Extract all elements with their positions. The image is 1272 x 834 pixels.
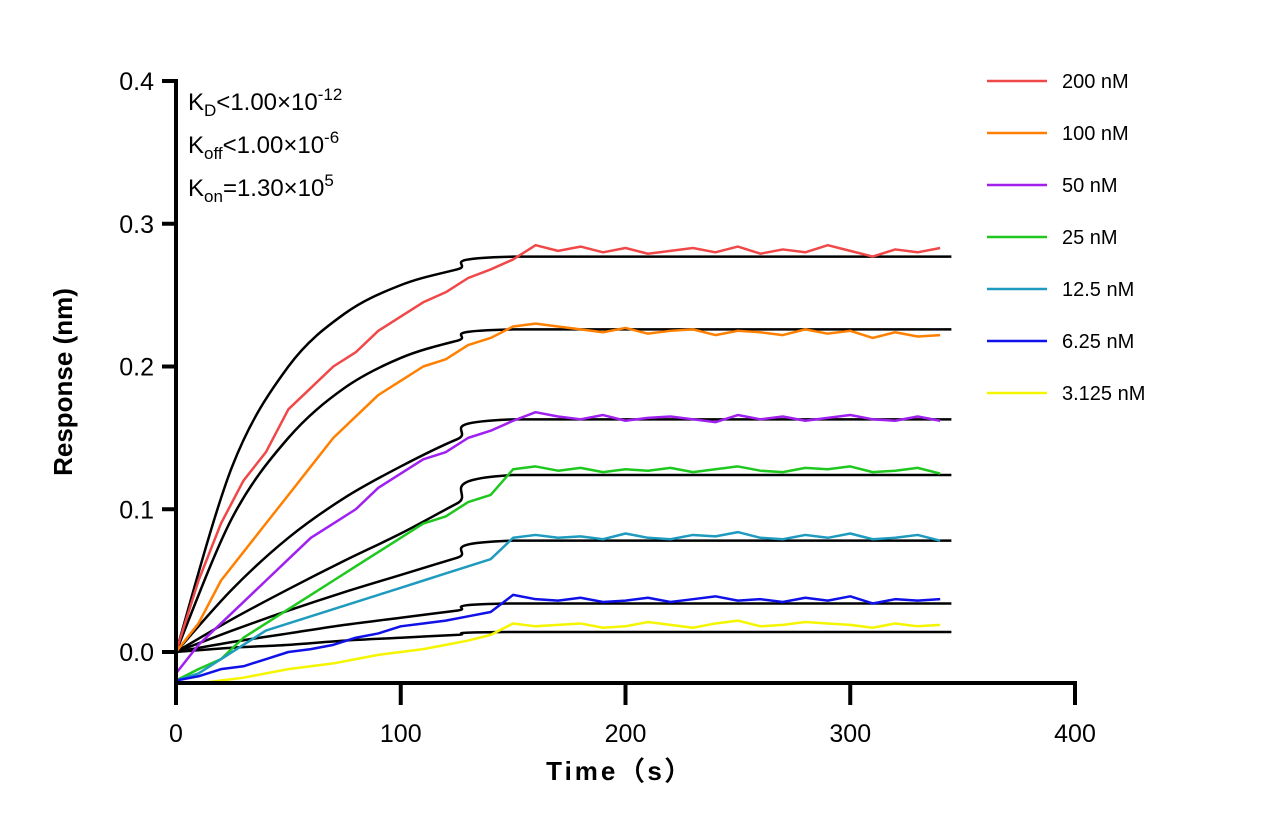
series-line-6_25-nM (175, 593, 941, 682)
legend-label: 100 nM (1062, 123, 1129, 145)
axes: 0.0 0.1 0.2 0.3 0.4 0 100 200 300 400 (119, 68, 1096, 748)
legend: 200 nM 100 nM 50 nM 25 nM 12.5 nM 6.25 nM 3.12… (987, 71, 1145, 405)
legend-label: 50 nM (1062, 175, 1118, 197)
data-series (174, 243, 941, 685)
y-tick-label: 0.3 (119, 211, 154, 239)
legend-item: 50 nM (987, 175, 1118, 197)
x-tick-label: 400 (1054, 720, 1096, 748)
legend-item: 25 nM (987, 227, 1118, 249)
legend-item: 12.5 nM (987, 279, 1134, 301)
x-tick-label: 100 (380, 720, 422, 748)
series-line-200-nM (174, 243, 941, 653)
legend-label: 200 nM (1062, 71, 1129, 93)
x-axis-title: Time（s） (546, 756, 694, 786)
fit-curve-100-nM (174, 328, 952, 653)
series-line-12_5-nM (175, 530, 941, 682)
series-line-25-nM (175, 465, 941, 682)
y-tick-label: 0.0 (119, 639, 154, 667)
series-line-50-nM (175, 410, 941, 675)
fit-curve-25-nM (175, 473, 952, 654)
fit-curves (174, 255, 952, 654)
fit-curve-6_25-nM (175, 602, 952, 654)
legend-label: 12.5 nM (1062, 279, 1134, 301)
x-tick-label: 0 (169, 720, 183, 748)
fit-curve-50-nM (175, 418, 952, 653)
legend-item: 3.125 nM (987, 383, 1145, 405)
legend-label: 6.25 nM (1062, 331, 1134, 353)
legend-item: 100 nM (987, 123, 1129, 145)
kd-annotation: KD<1.00×10-12 (188, 85, 343, 120)
y-tick-label: 0.4 (119, 68, 154, 96)
fit-curve-200-nM (174, 255, 952, 653)
x-tick-label: 200 (605, 720, 647, 748)
fit-curve-3_125-nM (175, 630, 952, 654)
series-line-100-nM (175, 322, 941, 653)
y-axis-title: Response (nm) (48, 288, 78, 476)
kon-annotation: Kon=1.30×105 (188, 171, 334, 206)
legend-item: 6.25 nM (987, 331, 1134, 353)
legend-label: 3.125 nM (1062, 383, 1145, 405)
x-tick-label: 300 (829, 720, 871, 748)
legend-item: 200 nM (987, 71, 1129, 93)
series-line-3_125-nM (176, 619, 941, 685)
legend-label: 25 nM (1062, 227, 1118, 249)
y-tick-label: 0.1 (119, 496, 154, 524)
fit-curve-12_5-nM (175, 539, 952, 654)
y-tick-label: 0.2 (119, 354, 154, 382)
koff-annotation: Koff<1.00×10-6 (188, 128, 340, 163)
